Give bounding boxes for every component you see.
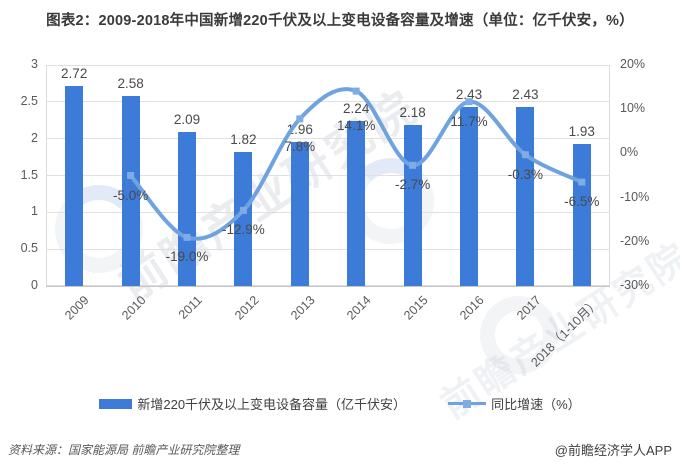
legend-item-capacity: 新增220千伏及以上变电设备容量（亿千伏安）: [99, 394, 406, 413]
line-legend-swatch-icon: [448, 399, 487, 408]
bar: [347, 120, 366, 286]
left-axis-tick: 3: [31, 57, 38, 71]
bar: [403, 125, 422, 286]
x-axis-label: 2012: [231, 293, 262, 323]
growth-value-label: -19.0%: [165, 249, 209, 265]
growth-value-label: 11.7%: [450, 113, 488, 129]
growth-value-label: -12.9%: [222, 222, 265, 238]
bar: [234, 151, 253, 286]
legend: 新增220千伏及以上变电设备容量（亿千伏安） 同比增速（%）: [0, 394, 680, 413]
bar: [516, 106, 535, 286]
bar-value-label: 2.72: [61, 65, 88, 81]
growth-value-label: -6.5%: [564, 194, 600, 210]
gridline: [46, 248, 610, 250]
x-axis-label: 2013: [288, 293, 318, 323]
gridline: [46, 285, 610, 287]
bar: [572, 143, 591, 286]
growth-value-label: -0.3%: [507, 166, 544, 182]
chart-title: 图表2：2009-2018年中国新增220千伏及以上变电设备容量及增速（单位：亿…: [46, 13, 634, 29]
right-axis-tick: 0%: [620, 145, 639, 160]
bar-value-label: 2.58: [117, 75, 144, 91]
bar: [65, 85, 84, 286]
left-axis-tick: 0: [31, 278, 38, 292]
left-axis-tick: 1: [31, 204, 38, 219]
growth-value-label: -2.7%: [394, 177, 431, 193]
source-note: 资料来源：国家能源局 前瞻产业研究院整理: [8, 443, 240, 457]
x-axis-label: 2015: [400, 293, 431, 323]
bar-value-label: 2.43: [512, 86, 539, 102]
bar: [460, 106, 478, 286]
legend-label-growth: 同比增速（%）: [491, 397, 581, 412]
growth-value-label: 7.8%: [284, 138, 316, 154]
x-axis-label: 2014: [344, 293, 375, 323]
left-axis-tick: 0.5: [20, 241, 38, 256]
right-axis-tick: -20%: [620, 233, 650, 248]
left-axis-tick: 2.5: [20, 93, 38, 108]
bar: [290, 141, 309, 286]
legend-label-capacity: 新增220千伏及以上变电设备容量（亿千伏安）: [137, 397, 407, 412]
right-axis-tick: -10%: [620, 189, 650, 204]
legend-item-growth: 同比增速（%）: [448, 394, 581, 413]
left-axis-tick: 2: [31, 130, 38, 145]
left-axis-tick: 1.5: [20, 167, 38, 182]
x-axis-label: 2011: [175, 293, 205, 322]
bar-value-label: 2.24: [343, 100, 370, 116]
gridline: [46, 64, 610, 66]
right-axis-tick: 20%: [620, 57, 646, 71]
bar-value-label: 2.09: [173, 112, 201, 128]
bar-value-label: 1.93: [568, 123, 595, 139]
bar-value-label: 2.43: [455, 86, 483, 102]
bar-legend-swatch-icon: [99, 398, 133, 409]
right-axis-tick: 10%: [620, 101, 646, 116]
x-axis-label: 2009: [62, 293, 93, 323]
right-axis-tick: -30%: [620, 278, 650, 292]
growth-value-label: 14.1%: [337, 117, 376, 133]
growth-value-label: -5.0%: [112, 187, 149, 203]
brand-credit: @前瞻经济学人APP: [554, 443, 672, 458]
